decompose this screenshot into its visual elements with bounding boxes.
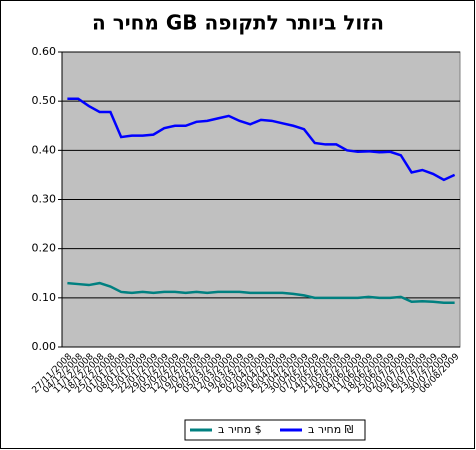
series-line [67,281,455,304]
legend-box [184,419,366,441]
y-tick-label: 0.00 [32,340,57,353]
y-tick-label: 0.30 [32,193,57,206]
legend-label: מחיר ב ₪ [308,423,354,436]
y-tick-label: 0.50 [32,94,57,107]
y-tick-label: 0.20 [32,242,57,255]
y-tick-label: 0.60 [32,45,57,58]
y-tick-label: 0.40 [32,143,57,156]
series-line [67,97,456,182]
chart-title: מחיר ה GB הזול ביותר לתקופה [92,11,384,35]
y-tick-label: 0.10 [32,291,57,304]
legend-label: מחיר ב $ [218,423,262,436]
